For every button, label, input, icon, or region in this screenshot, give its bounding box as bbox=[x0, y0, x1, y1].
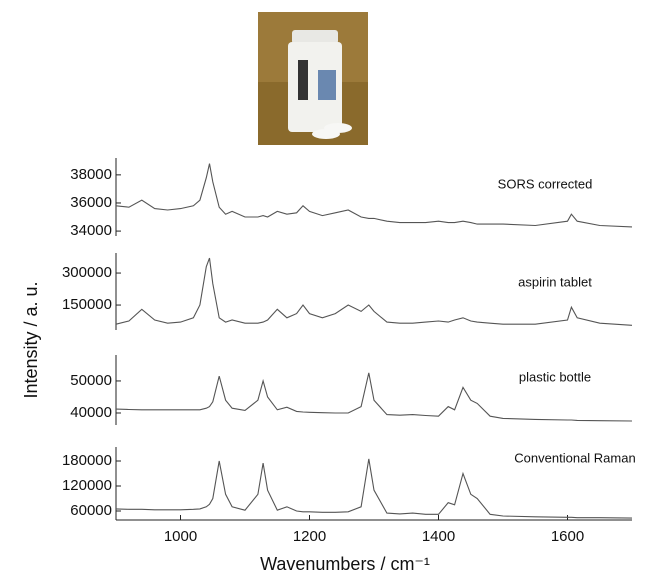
annotation: aspirin tablet bbox=[518, 274, 592, 289]
annotation: Conventional Raman bbox=[514, 450, 635, 465]
x-axis-title: Wavenumbers / cm⁻¹ bbox=[260, 554, 430, 574]
y-tick-label: 34000 bbox=[70, 222, 112, 239]
y-tick-label: 40000 bbox=[70, 404, 112, 421]
annotation: SORS corrected bbox=[498, 176, 593, 191]
y-tick-label: 60000 bbox=[70, 502, 112, 519]
y-tick-label: 300000 bbox=[62, 264, 112, 281]
annotation: plastic bottle bbox=[519, 369, 591, 384]
x-tick-label: 1200 bbox=[293, 528, 326, 545]
y-tick-label: 50000 bbox=[70, 372, 112, 389]
photo bbox=[258, 12, 368, 145]
y-axis-title: Intensity / a. u. bbox=[21, 281, 41, 398]
y-tick-label: 120000 bbox=[62, 477, 112, 494]
y-tick-label: 180000 bbox=[62, 452, 112, 469]
y-tick-label: 38000 bbox=[70, 166, 112, 183]
y-tick-label: 36000 bbox=[70, 194, 112, 211]
x-tick-label: 1000 bbox=[164, 528, 197, 545]
y-tick-label: 150000 bbox=[62, 296, 112, 313]
spectrum-line bbox=[115, 257, 633, 326]
spectrum-line bbox=[115, 458, 633, 519]
spectrum-line bbox=[115, 372, 633, 422]
x-tick-label: 1600 bbox=[551, 528, 584, 545]
x-tick-label: 1400 bbox=[422, 528, 455, 545]
spectrum-line bbox=[115, 163, 633, 228]
